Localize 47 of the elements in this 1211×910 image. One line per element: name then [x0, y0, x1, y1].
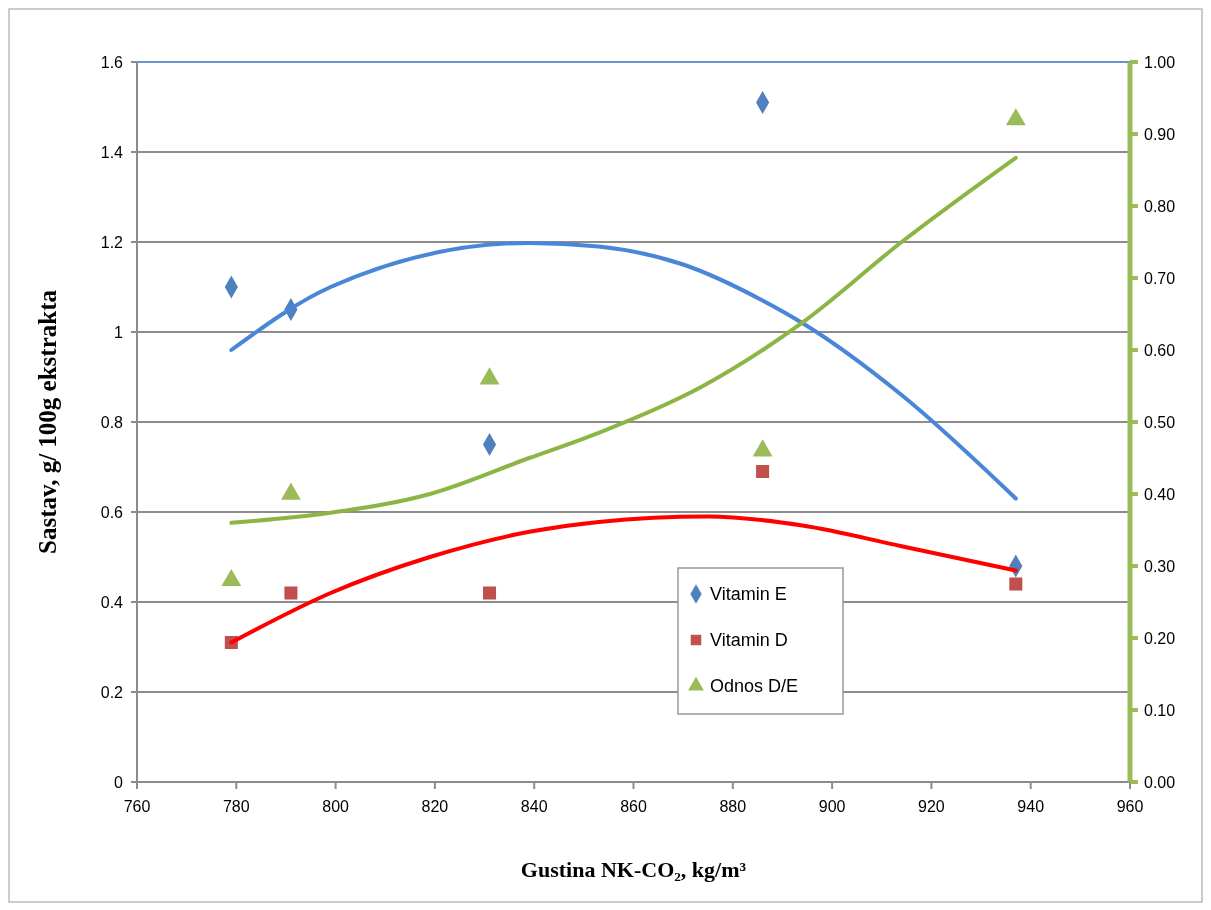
legend-label: Odnos D/E [710, 676, 799, 697]
x-tick-label: 940 [1017, 798, 1045, 815]
line-series [229, 155, 1018, 525]
y-axis-title: Sastav, g/ 100g ekstrakta [34, 289, 61, 554]
y2-tick-label: 0.40 [1144, 485, 1176, 503]
y-tick-label: 0.8 [100, 413, 124, 431]
x-tick-label: 900 [818, 798, 846, 815]
point [284, 586, 298, 600]
x-tick-label: 860 [620, 798, 647, 815]
x-tick-label: 760 [123, 798, 151, 815]
y-tick-label: 0.2 [100, 683, 124, 701]
y2-tick-label: 0.30 [1144, 557, 1176, 575]
line-series [229, 240, 1018, 501]
y2-tick-label: 0.60 [1144, 341, 1176, 359]
x-tick-label: 880 [719, 798, 747, 815]
x-tick-label: 820 [421, 798, 449, 815]
y2-tick-label: 0.00 [1144, 773, 1176, 791]
point [1009, 577, 1023, 591]
y-tick-label: 1 [114, 323, 124, 341]
y-tick-label: 1.6 [100, 53, 124, 71]
x-axis-title: Gustina NK-CO₂, kg/m³ [520, 857, 747, 882]
x-tick-label: 920 [918, 798, 945, 815]
y-tick-label: 0.6 [100, 503, 124, 521]
y2-tick-label: 0.90 [1144, 125, 1176, 143]
point [752, 439, 773, 457]
point [483, 586, 497, 600]
y2-tick-label: 0.50 [1144, 413, 1176, 431]
y2-tick-label: 0.20 [1144, 629, 1176, 647]
point [1005, 108, 1026, 126]
point [479, 367, 500, 385]
y2-tick-label: 1.00 [1144, 53, 1176, 71]
legend-label: Vitamin E [710, 584, 787, 605]
point [281, 482, 301, 500]
legend-label: Vitamin D [710, 630, 788, 651]
y2-tick-label: 0.80 [1144, 197, 1176, 215]
y-tick-label: 0 [114, 773, 124, 791]
x-tick-label: 800 [322, 798, 350, 815]
y-tick-label: 1.2 [100, 233, 124, 251]
x-tick-label: 780 [222, 798, 250, 815]
y-tick-label: 1.4 [100, 143, 124, 161]
point [221, 568, 242, 587]
y-tick-label: 0.4 [100, 593, 124, 611]
y2-tick-label: 0.10 [1144, 701, 1176, 719]
y2-tick-label: 0.70 [1144, 269, 1176, 287]
x-tick-label: 960 [1116, 798, 1144, 815]
point [756, 464, 770, 479]
x-tick-label: 840 [520, 798, 548, 815]
